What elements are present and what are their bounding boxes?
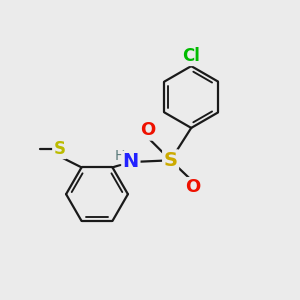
Text: O: O (140, 121, 156, 139)
Text: Cl: Cl (182, 47, 200, 65)
Text: O: O (185, 178, 200, 196)
Text: S: S (53, 140, 65, 158)
Text: N: N (123, 152, 139, 171)
Text: H: H (115, 149, 125, 164)
Text: S: S (164, 151, 178, 170)
